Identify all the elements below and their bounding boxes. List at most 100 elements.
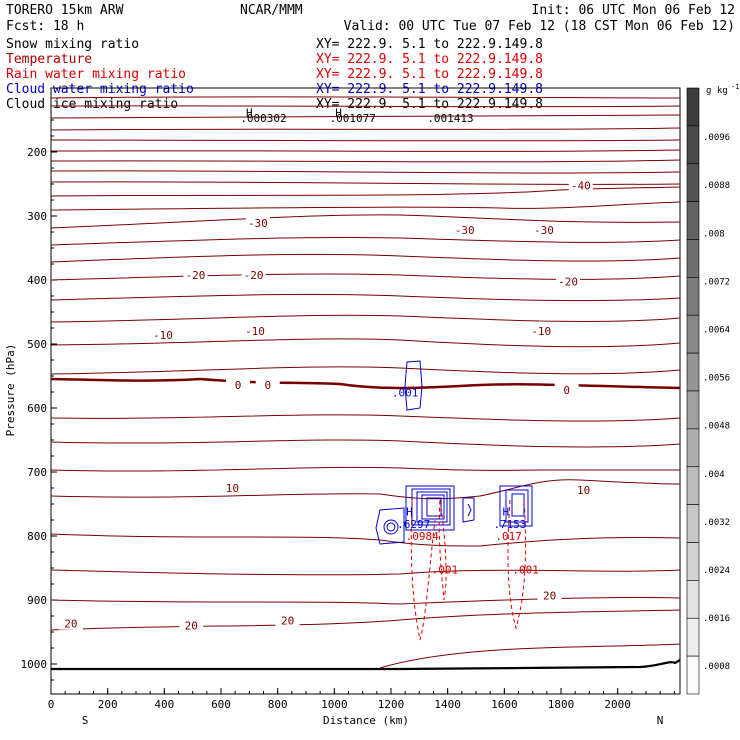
cloud-water-contour [467,503,472,517]
isotherm-line [50,181,681,185]
temperature-label: 20 [185,620,198,633]
temperature-label-bg [58,616,83,630]
colorbar-swatch [686,428,700,468]
temperature-label: 0 [235,379,242,392]
y-tick-label: 800 [27,530,47,543]
legend-temperature-label: Temperature [6,52,92,67]
rain-water-contour [438,499,447,601]
colorbar-swatch [686,201,700,240]
colorbar-label: .0032 [703,518,730,528]
isotherm-line [50,114,681,119]
y-tick-label: 600 [27,402,47,415]
y-tick-label: 900 [27,594,47,607]
temperature-label: -20 [244,269,264,282]
colorbar-label: .0008 [703,662,730,672]
cloud-water-contour [426,497,442,517]
x-axis-north-label: N [657,714,664,727]
temperature-label: 20 [64,618,77,631]
legend-rain-label: Rain water mixing ratio [6,67,186,82]
cloud-water-contour [375,507,405,545]
y-tick-label: 1000 [21,658,48,671]
colorbar-label: .0096 [703,133,730,143]
cloud-water-contour [386,522,396,532]
ice-label: .001413 [427,112,473,125]
isotherm-line [50,314,681,323]
isotherm-line [50,170,681,174]
colorbar-swatch [686,352,700,392]
temperature-labels: -40 -30 -30 -30 -20 -20 -20 -10 -10 -10 0 0 0 10 10 20 2… [58,178,596,633]
isotherm-line [50,609,681,631]
cloud-water-contour [462,497,475,523]
x-axis-title: Distance (km) [323,714,409,727]
x-tick-label: 2000 [604,698,631,711]
temperature-label: 0 [264,379,271,392]
temperature-label: -10 [245,325,265,338]
legend-cloudwater-label: Cloud water mixing ratio [6,82,194,97]
colorbar-swatch [686,466,700,505]
temperature-label: -20 [186,269,206,282]
colorbar-swatch [686,314,700,354]
legend-temperature-xy: XY= 222.9. 5.1 to 222.9.149.8 [316,52,543,67]
temperature-label: -30 [455,224,475,237]
x-tick-label: 400 [154,698,174,711]
forecast-hour: Fcst: 18 h [6,19,84,34]
temperature-label-bg [568,178,593,192]
ice-label: H [335,106,342,119]
isotherm-line [50,105,681,108]
isotherm-line [50,533,681,547]
isotherm-line [50,596,681,605]
plot-frame [50,87,681,695]
colorbar-swatch [686,542,700,581]
colorbar-swatch [686,655,700,695]
cloud-water-contour [411,488,451,526]
isotherm-line [50,366,681,375]
temperature-label: 20 [281,614,294,627]
isotherm-line [50,414,681,422]
isotherm-line [50,569,681,576]
cloud-water-label: .001 [392,387,419,400]
temperature-label-bg [571,482,596,496]
temperature-label-bg [537,588,562,602]
isotherm-line [50,127,681,131]
y-tick-label: 700 [27,466,47,479]
legend-cloudwater-xy: XY= 222.9. 5.1 to 222.9.149.8 [316,82,543,97]
temperature-label-bg [556,274,581,288]
rain-water-contours [410,499,527,641]
colorbar-label: .0016 [703,614,730,624]
colorbar-label: .0072 [703,277,730,287]
temperature-label-bg [243,324,267,338]
terrain-line [51,659,681,671]
cloud-water-contour [421,494,445,520]
colorbar-label: .0064 [703,325,730,335]
temperature-label-bg [529,324,554,338]
colorbar-swatch [686,239,700,278]
legend-rain-xy: XY= 222.9. 5.1 to 222.9.149.8 [316,67,543,82]
temperature-label: -20 [558,275,578,288]
rain-water-contour [410,499,436,641]
temperature-label: 10 [577,484,590,497]
colorbar-label: .0088 [703,181,730,191]
colorbar-swatch [686,504,700,543]
colorbar-swatch [686,87,700,127]
temperature-label: -30 [248,217,268,230]
temperature-label-bg [226,377,250,391]
isotherm-line [50,149,681,152]
ice-label: .000302 [240,112,286,125]
x-tick-label: 200 [98,698,118,711]
cloud-water-label: .7153 [493,518,526,531]
cloud-water-label: .6297 [397,518,430,531]
rain-water-label: .0984 [406,530,439,543]
colorbar-label: .0056 [703,374,730,384]
x-tick-label: 1200 [378,698,405,711]
temperature-label-bg [532,223,556,237]
x-tick-label: 1400 [434,698,461,711]
isotherm-line [50,479,681,500]
cloud-water-contour [416,491,448,523]
y-tick-label: 300 [27,210,47,223]
x-tick-label: 600 [211,698,231,711]
x-tick-label: 1800 [548,698,575,711]
temperature-label-bg [150,328,175,342]
cloud-water-label: H [502,506,509,519]
